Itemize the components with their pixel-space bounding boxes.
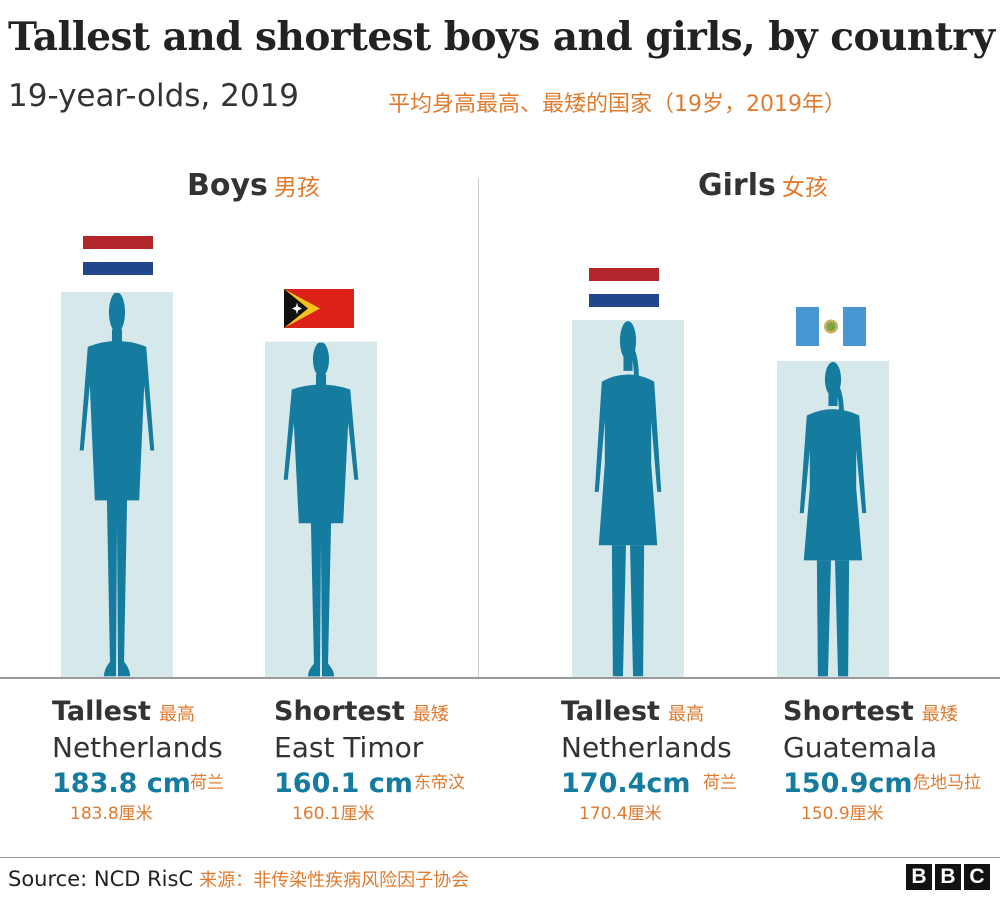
chart-subtitle-zh: 平均身高最高、最矮的国家（19岁，2019年） [388, 92, 846, 117]
card-label-zh: 最高 [667, 704, 704, 725]
card-country-zh: 荷兰 [190, 773, 224, 793]
card-value: 170.4cm [561, 768, 691, 799]
card-girls-shortest: Shortest 最矮 Guatemala 危地马拉 150.9cm 150.9厘… [783, 696, 1000, 824]
group-title-boys: Boys 男孩 [187, 168, 320, 203]
bbc-logo: B B C [906, 864, 990, 890]
netherlands-flag-icon [589, 268, 659, 307]
card-country: Guatemala [783, 731, 938, 764]
card-value-zh: 183.8厘米 [70, 804, 153, 824]
card-label: Shortest [783, 696, 914, 727]
card-country: Netherlands [561, 731, 732, 764]
chart-subtitle: 19-year-olds, 2019 [8, 78, 300, 114]
group-label-zh: 男孩 [273, 175, 320, 201]
card-label-zh: 最矮 [921, 704, 958, 725]
group-divider [478, 178, 479, 678]
group-label-zh: 女孩 [781, 175, 828, 201]
card-value-zh: 160.1厘米 [292, 804, 375, 824]
source-note: Source: NCD RisC 来源：非传染性疾病风险因子协会 [8, 866, 469, 892]
card-country: Netherlands [52, 731, 223, 764]
guatemala-flag-icon [796, 307, 866, 346]
card-label-zh: 最矮 [412, 704, 449, 725]
card-label: Shortest [274, 696, 405, 727]
card-label: Tallest [52, 696, 151, 727]
card-value: 183.8 cm [52, 768, 191, 799]
card-value: 150.9cm [783, 768, 913, 799]
card-boys-tallest: Tallest 最高 Netherlands 荷兰 183.8 cm 183.8厘… [52, 696, 272, 824]
source-text: Source: NCD RisC [8, 867, 194, 891]
card-girls-tallest: Tallest 最高 Netherlands 荷兰 170.4cm 170.4厘米 [561, 696, 781, 824]
source-text-zh: 来源：非传染性疾病风险因子协会 [199, 870, 470, 891]
card-label-zh: 最高 [158, 704, 195, 725]
chart-title: Tallest and shortest boys and girls, by … [8, 14, 995, 60]
card-country: East Timor [274, 731, 424, 764]
bbc-logo-letter: B [906, 864, 932, 890]
card-value-zh: 150.9厘米 [801, 804, 884, 824]
height-chart [61, 236, 889, 677]
bbc-logo-letter: B [935, 864, 961, 890]
group-label: Boys [187, 168, 268, 203]
group-title-girls: Girls 女孩 [698, 168, 828, 203]
card-country-zh: 东帝汶 [414, 773, 465, 793]
card-value-zh: 170.4厘米 [579, 804, 662, 824]
card-country-zh: 危地马拉 [913, 773, 981, 793]
card-boys-shortest: Shortest 最矮 East Timor 东帝汶 160.1 cm 160.1… [274, 696, 494, 824]
card-label: Tallest [561, 696, 660, 727]
baseline [0, 677, 1000, 679]
footer-divider [0, 857, 1000, 858]
card-value: 160.1 cm [274, 768, 413, 799]
bbc-logo-letter: C [964, 864, 990, 890]
netherlands-flag-icon [83, 236, 153, 275]
group-label: Girls [698, 168, 776, 203]
east-timor-flag-icon [284, 289, 354, 328]
card-country-zh: 荷兰 [703, 773, 737, 793]
